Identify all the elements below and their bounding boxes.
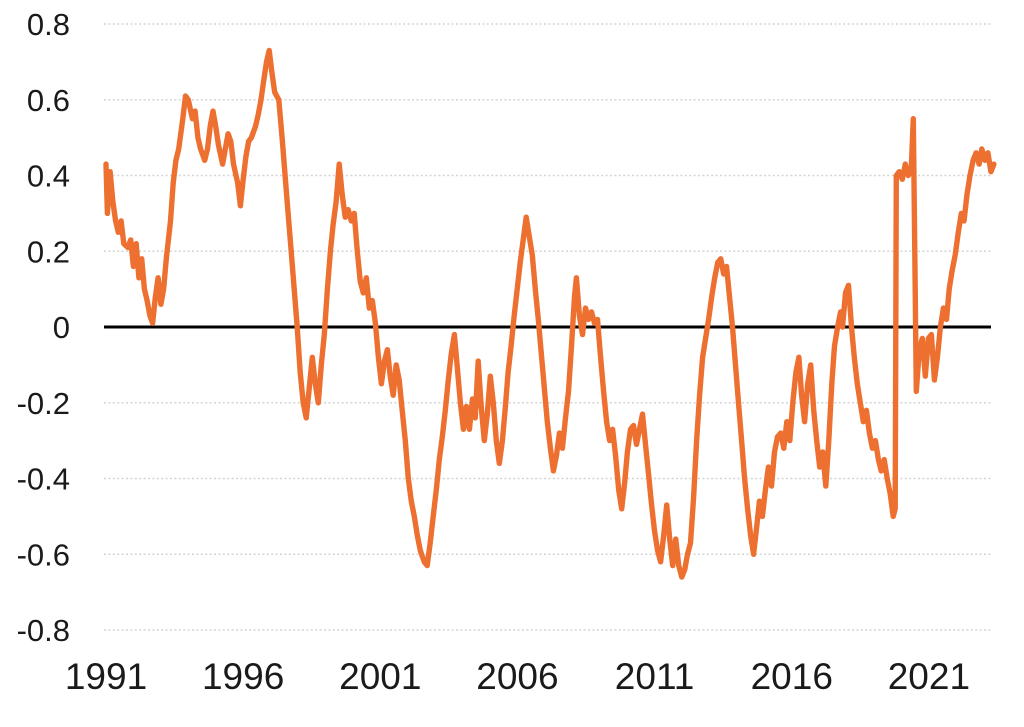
y-tick-label: 0.6: [27, 83, 70, 118]
y-tick-label: -0.4: [17, 462, 70, 497]
x-tick-label: 1991: [65, 656, 147, 697]
x-tick-label: 2006: [476, 656, 558, 697]
axis-label-layer: 0.8 0.6 0.4 0.2 0 -0.2 -0.4 -0.6 -0.8 1991 1996 200…: [17, 7, 970, 697]
grid-layer: [104, 23, 991, 631]
x-tick-label: 2001: [339, 656, 421, 697]
x-tick-label: 2021: [888, 656, 970, 697]
data-series-line: [103, 47, 997, 580]
x-tick-label: 2011: [615, 656, 695, 697]
x-tick-label: 1996: [202, 656, 284, 697]
y-tick-label: 0.4: [27, 159, 70, 194]
y-tick-label: 0.2: [27, 234, 70, 269]
series-layer: [103, 47, 997, 580]
x-tick-label: 2016: [751, 656, 833, 697]
y-tick-label: 0: [53, 310, 70, 345]
y-tick-label: 0.8: [27, 7, 70, 42]
y-tick-label: -0.8: [17, 613, 70, 648]
y-tick-label: -0.2: [17, 386, 70, 421]
y-tick-label: -0.6: [17, 537, 70, 572]
